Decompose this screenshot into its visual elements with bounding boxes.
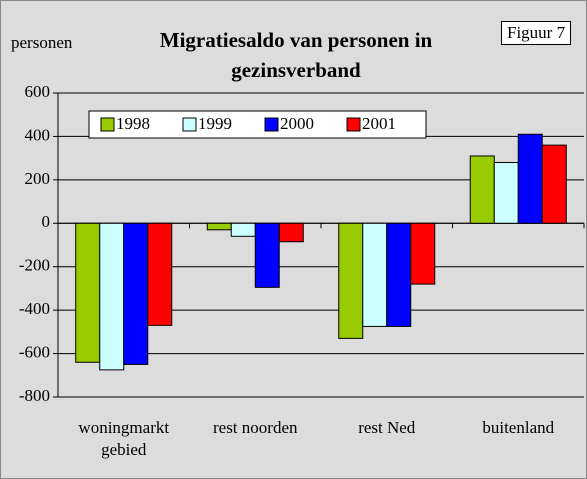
legend xyxy=(88,110,427,139)
bar xyxy=(362,222,388,327)
bar xyxy=(254,222,280,288)
bar xyxy=(386,222,412,327)
legend-label: 1999 xyxy=(198,114,232,133)
bar xyxy=(99,222,125,371)
legend-label: 1998 xyxy=(116,114,150,133)
x-tick-label: rest Ned xyxy=(358,418,416,437)
y-tick-label: 0 xyxy=(42,212,51,231)
bar xyxy=(493,161,519,224)
bar xyxy=(517,133,543,224)
chart-title: Migratiesaldo van personen in gezinsverb… xyxy=(159,28,433,82)
legend-swatch xyxy=(264,117,279,132)
bar xyxy=(469,155,495,224)
bar xyxy=(230,222,256,237)
bar xyxy=(123,222,149,365)
legend-swatch xyxy=(182,117,197,132)
bar xyxy=(338,222,364,339)
legend-swatch xyxy=(346,117,361,132)
legend-label: 2001 xyxy=(362,114,396,133)
y-tick-label: -800 xyxy=(19,386,50,405)
legend-swatch xyxy=(100,117,115,132)
legend-label: 2000 xyxy=(280,114,314,133)
y-tick-label: -200 xyxy=(19,256,50,275)
x-tick-label: woningmarkt gebied xyxy=(78,418,170,459)
y-axis-label: personen xyxy=(11,33,73,52)
bar xyxy=(410,222,436,285)
y-tick-label: -600 xyxy=(19,342,50,361)
bar xyxy=(206,222,232,231)
figure-label: Figuur 7 xyxy=(501,21,572,45)
x-tick-label: buitenland xyxy=(482,418,555,437)
bar xyxy=(278,222,304,243)
y-tick-label: 600 xyxy=(25,82,51,101)
y-tick-label: 200 xyxy=(25,169,51,188)
bar xyxy=(147,222,173,326)
y-tick-label: -400 xyxy=(19,299,50,318)
bar xyxy=(541,144,567,224)
y-tick-label: 400 xyxy=(25,125,51,144)
x-tick-label: rest noorden xyxy=(212,418,298,437)
bar xyxy=(75,222,101,363)
